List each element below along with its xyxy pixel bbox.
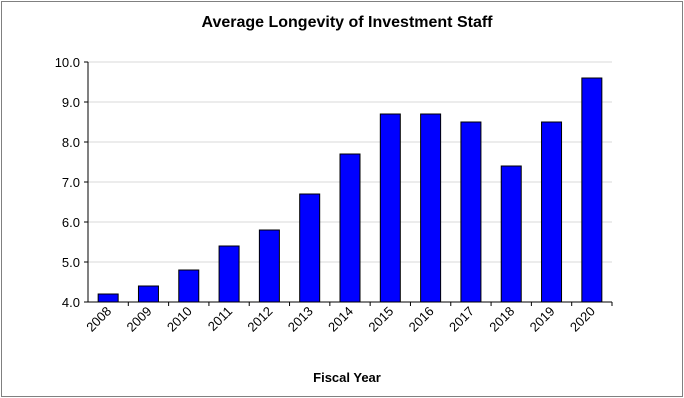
y-tick-label: 6.0 xyxy=(62,215,80,230)
bar-2009 xyxy=(137,285,159,303)
x-axis-label: Fiscal Year xyxy=(313,370,381,385)
x-tick-label: 2015 xyxy=(365,304,396,335)
y-tick-label: 9.0 xyxy=(62,95,80,110)
x-tick-label: 2014 xyxy=(325,304,356,335)
bar-2008 xyxy=(97,293,119,303)
bar-2018 xyxy=(500,165,522,303)
x-tick-label: 2017 xyxy=(446,304,477,335)
bar-2011 xyxy=(218,245,240,303)
x-tick-labels: 2008 2009 2010 2011 2012 2013 2014 2015 2016 2017… xyxy=(83,304,598,335)
x-tick-label: 2009 xyxy=(124,304,155,335)
x-tick-label: 2019 xyxy=(527,304,558,335)
x-tick-label: 2011 xyxy=(205,304,235,334)
chart-title: Average Longevity of Investment Staff xyxy=(201,14,493,31)
bar-2020 xyxy=(581,77,603,303)
x-tick-label: 2013 xyxy=(285,304,316,335)
bar-2013 xyxy=(299,193,321,303)
x-tick-label: 2012 xyxy=(244,304,275,335)
bar-2015 xyxy=(379,113,401,303)
bars xyxy=(97,77,603,303)
bar-2017 xyxy=(460,121,482,303)
bar-2019 xyxy=(541,121,563,303)
bar-2012 xyxy=(258,229,280,303)
x-tick-label: 2020 xyxy=(567,304,598,335)
x-tick-label: 2010 xyxy=(164,304,195,335)
y-tick-label: 4.0 xyxy=(62,295,80,310)
y-tick-label: 5.0 xyxy=(62,255,80,270)
y-tick-label: 10.0 xyxy=(55,55,80,70)
bar-2010 xyxy=(178,269,200,303)
bar-2016 xyxy=(420,113,442,303)
bar-2014 xyxy=(339,153,361,303)
axes xyxy=(84,61,613,306)
x-tick-label: 2008 xyxy=(83,304,114,335)
y-tick-label: 8.0 xyxy=(62,135,80,150)
x-tick-label: 2016 xyxy=(406,304,437,335)
y-tick-labels: 4.0 5.0 6.0 7.0 8.0 9.0 10.0 xyxy=(55,55,80,310)
x-tick-label: 2018 xyxy=(486,304,517,335)
y-tick-label: 7.0 xyxy=(62,175,80,190)
